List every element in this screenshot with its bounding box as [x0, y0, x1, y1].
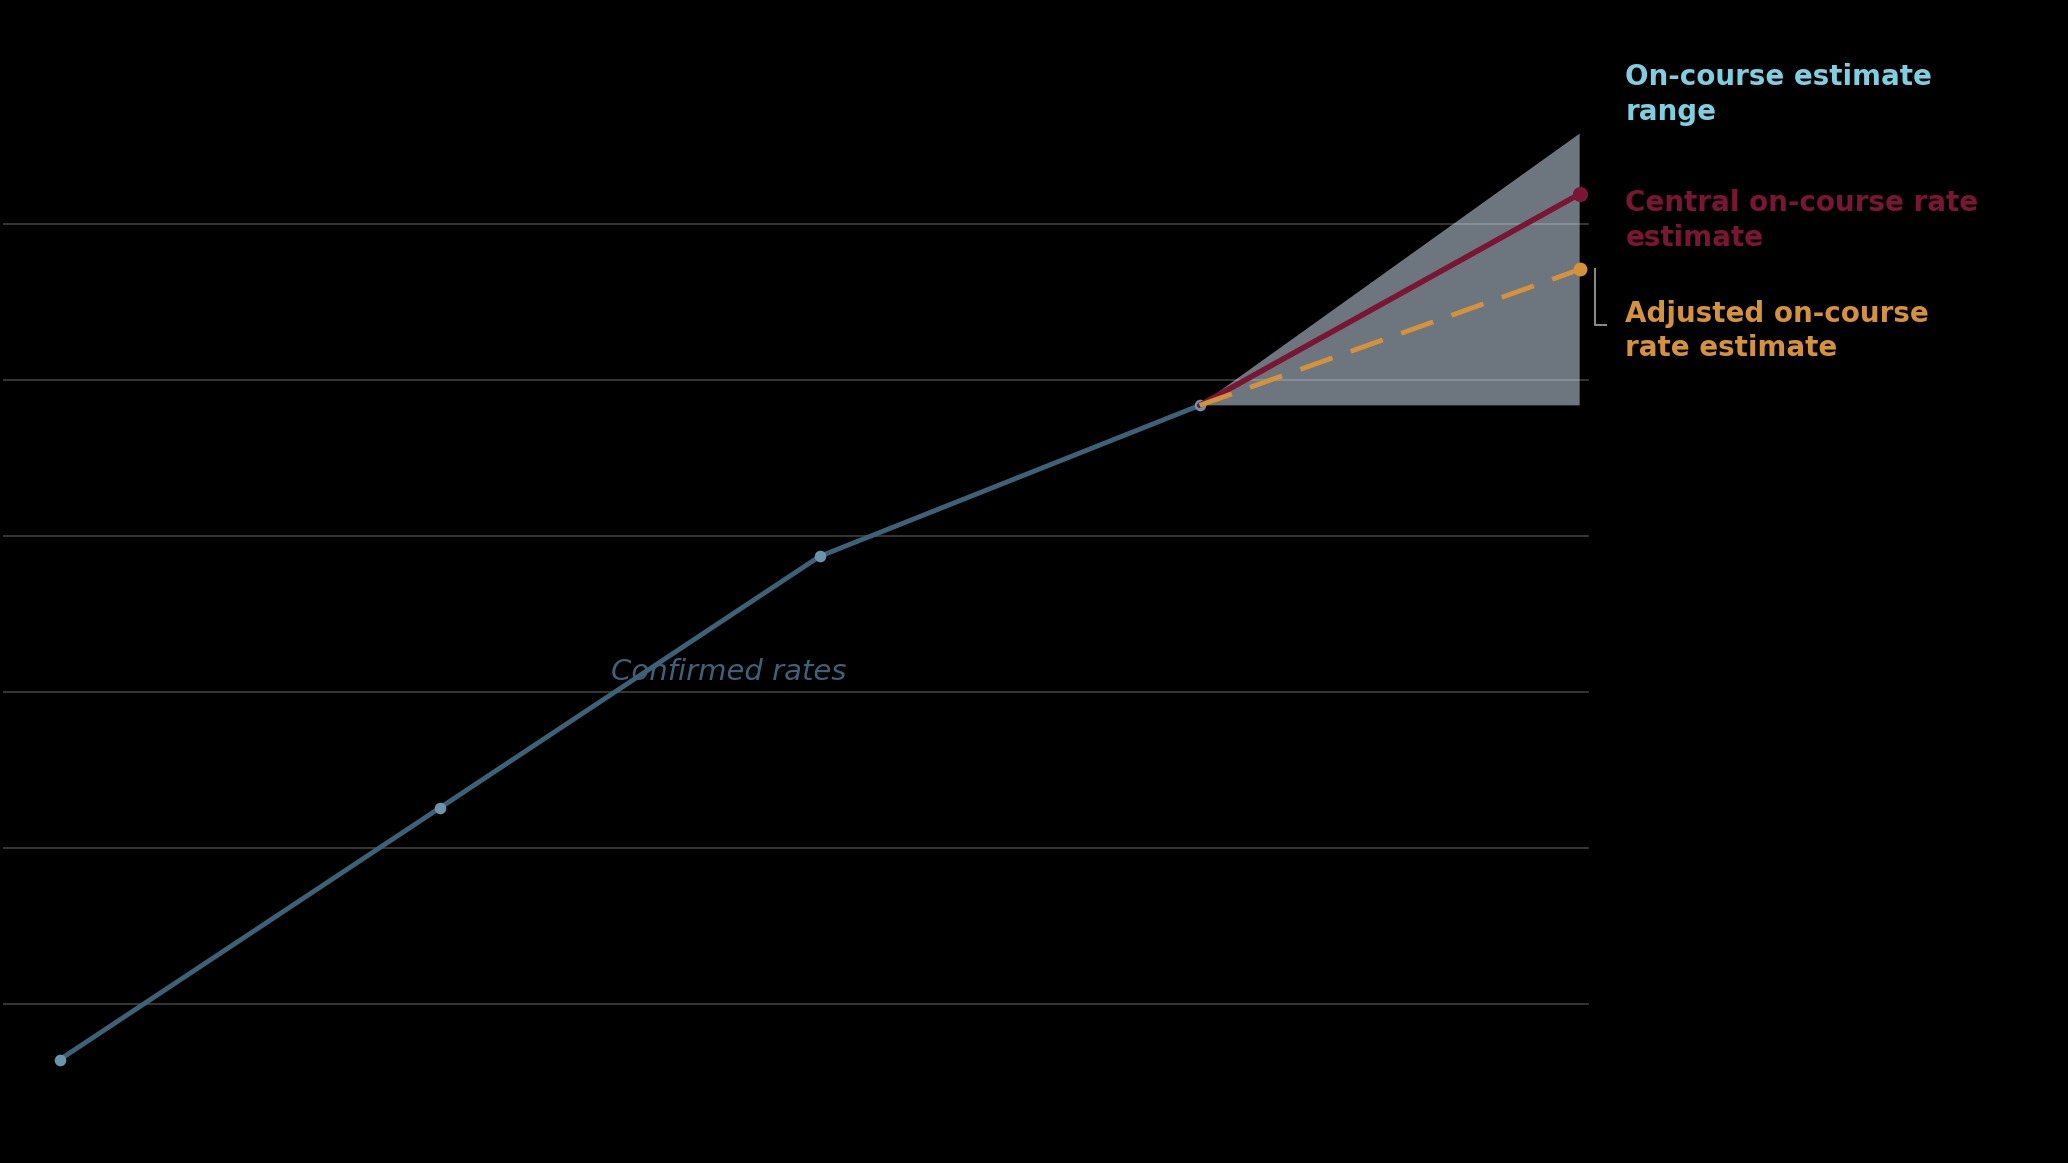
Text: On-course estimate
range: On-course estimate range	[1625, 63, 1932, 126]
Point	[1563, 185, 1596, 204]
Point	[802, 547, 835, 565]
Point	[43, 1050, 77, 1069]
Point	[424, 799, 457, 818]
Text: Adjusted on-course
rate estimate: Adjusted on-course rate estimate	[1625, 300, 1929, 363]
Point	[1183, 397, 1216, 415]
Polygon shape	[1199, 134, 1580, 406]
Text: Confirmed rates: Confirmed rates	[610, 658, 846, 686]
Text: Central on-course rate
estimate: Central on-course rate estimate	[1625, 188, 1979, 251]
Point	[1563, 261, 1596, 279]
